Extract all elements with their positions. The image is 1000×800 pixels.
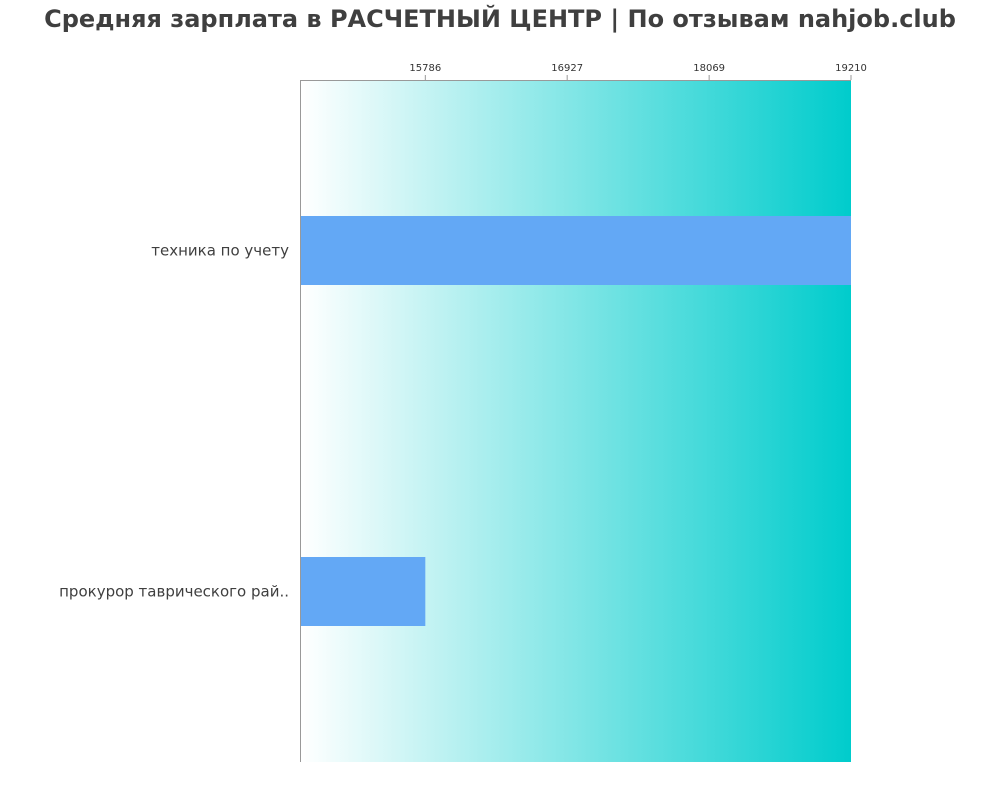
bar-1 xyxy=(301,557,426,626)
x-tick-label-1: 16927 xyxy=(551,63,583,74)
plot-background xyxy=(301,80,851,762)
x-tick-label-0: 15786 xyxy=(409,63,441,74)
bars-group xyxy=(301,216,851,626)
x-ticks-group: 15786 16927 18069 19210 xyxy=(409,63,867,80)
category-labels-group: техника по учету прокурор таврического ра… xyxy=(59,242,289,601)
bar-0 xyxy=(301,216,851,285)
chart-title: Средняя зарплата в РАСЧЕТНЫЙ ЦЕНТР | По … xyxy=(44,4,956,33)
category-label-0: техника по учету xyxy=(151,242,289,260)
x-tick-label-3: 19210 xyxy=(835,63,867,74)
x-tick-label-2: 18069 xyxy=(693,63,725,74)
category-label-1: прокурор таврического рай.. xyxy=(59,583,289,601)
